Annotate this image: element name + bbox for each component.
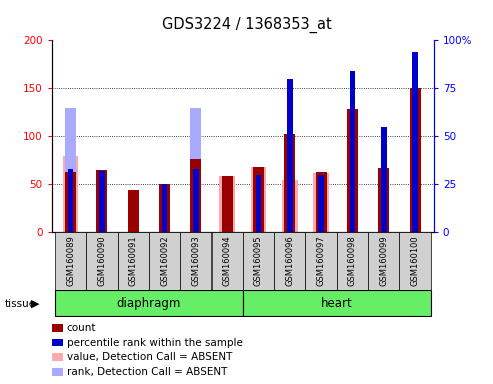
Text: GSM160092: GSM160092: [160, 235, 169, 286]
Text: GSM160095: GSM160095: [254, 235, 263, 286]
Bar: [99, 171, 105, 232]
Bar: [190, 108, 201, 232]
Bar: [378, 168, 389, 232]
Bar: [284, 134, 295, 232]
Bar: [65, 108, 76, 232]
Text: GSM160090: GSM160090: [98, 235, 106, 286]
Text: tissue: tissue: [5, 299, 36, 309]
Bar: [190, 159, 201, 232]
Text: GSM160099: GSM160099: [379, 235, 388, 286]
Bar: [381, 127, 387, 232]
Text: GSM160096: GSM160096: [285, 235, 294, 286]
Bar: [410, 88, 421, 232]
Text: heart: heart: [321, 297, 352, 310]
Text: GSM160097: GSM160097: [317, 235, 325, 286]
Bar: [337, 232, 368, 290]
Text: count: count: [67, 323, 96, 333]
Bar: [63, 157, 78, 232]
Bar: [65, 172, 76, 232]
Bar: [274, 232, 305, 290]
Bar: [68, 169, 73, 232]
Text: GSM160094: GSM160094: [223, 235, 232, 286]
Bar: [211, 232, 243, 290]
Bar: [55, 290, 243, 316]
Bar: [399, 232, 431, 290]
Bar: [318, 175, 324, 232]
Bar: [306, 232, 337, 290]
Bar: [347, 109, 358, 232]
Bar: [162, 184, 167, 232]
Bar: [159, 184, 170, 232]
Bar: [256, 175, 261, 232]
Bar: [117, 232, 149, 290]
Bar: [97, 170, 107, 232]
Text: GSM160098: GSM160098: [348, 235, 357, 286]
Bar: [149, 232, 180, 290]
Bar: [219, 176, 235, 232]
Text: ▶: ▶: [31, 299, 39, 309]
Bar: [128, 190, 139, 232]
Text: value, Detection Call = ABSENT: value, Detection Call = ABSENT: [67, 352, 232, 362]
Text: diaphragm: diaphragm: [117, 297, 181, 310]
Text: rank, Detection Call = ABSENT: rank, Detection Call = ABSENT: [67, 367, 227, 377]
Bar: [250, 167, 266, 232]
Text: GSM160089: GSM160089: [66, 235, 75, 286]
Bar: [253, 167, 264, 232]
Text: GSM160100: GSM160100: [411, 235, 420, 286]
Bar: [222, 176, 233, 232]
Bar: [313, 173, 329, 232]
Bar: [350, 71, 355, 232]
Bar: [368, 232, 399, 290]
Bar: [193, 169, 199, 232]
Text: GDS3224 / 1368353_at: GDS3224 / 1368353_at: [162, 17, 331, 33]
Bar: [86, 232, 117, 290]
Bar: [287, 79, 293, 232]
Bar: [243, 290, 431, 316]
Bar: [316, 172, 326, 232]
Text: GSM160091: GSM160091: [129, 235, 138, 286]
Bar: [282, 180, 298, 232]
Bar: [180, 232, 211, 290]
Bar: [243, 232, 274, 290]
Text: GSM160093: GSM160093: [191, 235, 200, 286]
Text: percentile rank within the sample: percentile rank within the sample: [67, 338, 243, 348]
Bar: [55, 232, 86, 290]
Bar: [412, 52, 418, 232]
